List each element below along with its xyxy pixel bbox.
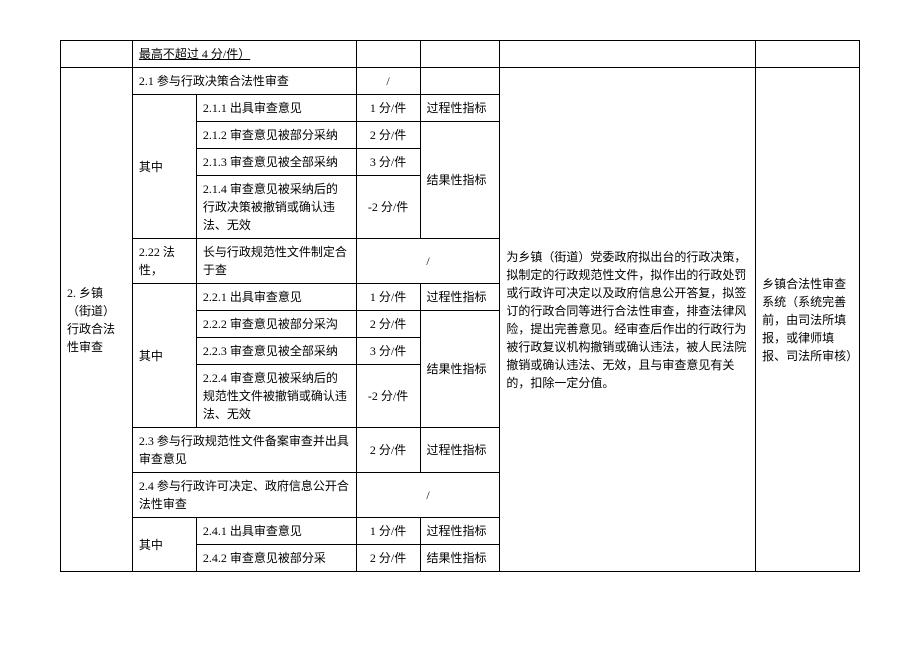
sec22-title: 长与行政规范性文件制定合于查 [196, 239, 356, 284]
empty-cell [61, 41, 133, 68]
sec22-r2-label: 2.2.2 审查意见被部分采沟 [196, 311, 356, 338]
sec24-r2-type: 结果性指标 [420, 545, 500, 572]
sec21-qizhong: 其中 [132, 95, 196, 239]
sec24-r2-label: 2.4.2 审查意见被部分采 [196, 545, 356, 572]
sec22-qizhong: 其中 [132, 284, 196, 428]
sec21-title: 2.1 参与行政决策合法性审查 [132, 68, 356, 95]
sec21-r4-label: 2.1.4 审查意见被采纳后的行政决策被撤销或确认违法、无效 [196, 176, 356, 239]
sec21-r3-score: 3 分/件 [356, 149, 420, 176]
sec22-r1-type: 过程性指标 [420, 284, 500, 311]
sec24-r1-type: 过程性指标 [420, 518, 500, 545]
sec21-r4-score: -2 分/件 [356, 176, 420, 239]
evaluation-table: 最高不超过 4 分/件） 2. 乡镇（街道）行政合法性审查 2.1 参与行政决策… [60, 40, 860, 572]
sec22-r4-label: 2.2.4 审查意见被采纳后的规范性文件被撤销或确认违法、无效 [196, 365, 356, 428]
sec21-r1-type: 过程性指标 [420, 95, 500, 122]
category-2-source: 乡镇合法性审查系统（系统完善前，由司法所填报，或律师填报、司法所审核） [756, 68, 860, 572]
sec22-result-type: 结果性指标 [420, 311, 500, 428]
sec21-r1-score: 1 分/件 [356, 95, 420, 122]
sec22-r3-score: 3 分/件 [356, 338, 420, 365]
top-note: 最高不超过 4 分/件） [132, 41, 356, 68]
sec22-r1-label: 2.2.1 出具审查意见 [196, 284, 356, 311]
sec24-r1-label: 2.4.1 出具审查意见 [196, 518, 356, 545]
sec24-title-score: / [356, 473, 500, 518]
empty-cell [756, 41, 860, 68]
sec21-r1-label: 2.1.1 出具审查意见 [196, 95, 356, 122]
category-2: 2. 乡镇（街道）行政合法性审查 [61, 68, 133, 572]
sec22-title-score: / [356, 239, 500, 284]
empty-cell [356, 41, 420, 68]
sec22-r4-score: -2 分/件 [356, 365, 420, 428]
sec22-title-cat: 2.22 法性， [132, 239, 196, 284]
empty-cell [500, 41, 756, 68]
sec24-title: 2.4 参与行政许可决定、政府信息公开合法性审查 [132, 473, 356, 518]
sec21-result-type: 结果性指标 [420, 122, 500, 239]
sec22-r2-score: 2 分/件 [356, 311, 420, 338]
sec24-qizhong: 其中 [132, 518, 196, 572]
sec23-score: 2 分/件 [356, 428, 420, 473]
sec21-r2-label: 2.1.2 审查意见被部分采纳 [196, 122, 356, 149]
sec23-type: 过程性指标 [420, 428, 500, 473]
sec23-title: 2.3 参与行政规范性文件备案审查并出具审查意见 [132, 428, 356, 473]
empty-cell [420, 41, 500, 68]
category-2-desc: 为乡镇（街道）党委政府拟出台的行政决策，拟制定的行政规范性文件，拟作出的行政处罚… [500, 68, 756, 572]
sec24-r2-score: 2 分/件 [356, 545, 420, 572]
sec21-r2-score: 2 分/件 [356, 122, 420, 149]
sec22-r1-score: 1 分/件 [356, 284, 420, 311]
sec21-r3-label: 2.1.3 审查意见被全部采纳 [196, 149, 356, 176]
sec22-r3-label: 2.2.3 审查意见被全部采纳 [196, 338, 356, 365]
sec24-r1-score: 1 分/件 [356, 518, 420, 545]
sec21-title-score: / [356, 68, 420, 95]
empty-cell [420, 68, 500, 95]
